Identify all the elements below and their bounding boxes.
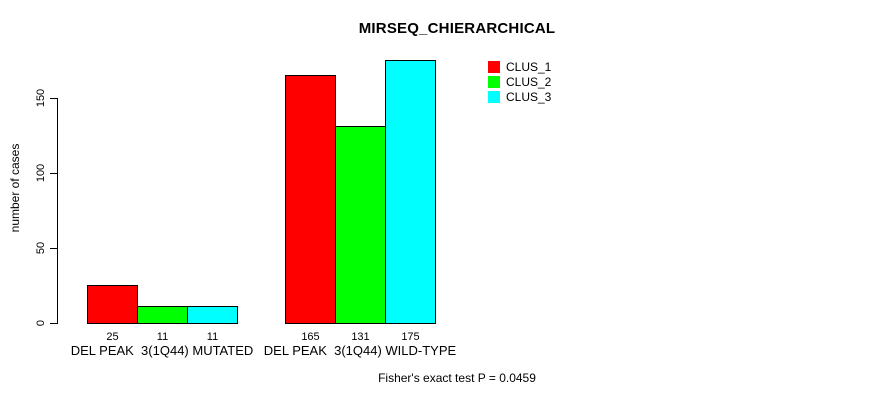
- y-axis-line: [57, 98, 58, 324]
- y-tick-mark: [50, 173, 57, 174]
- y-tick-label-text: 0: [35, 319, 47, 327]
- legend-swatch-icon: [488, 61, 500, 73]
- bar-value-label: 175: [401, 331, 420, 343]
- bar-value-label: 165: [301, 331, 320, 343]
- bar-value-label: 11: [156, 331, 169, 343]
- bar-value-label: 11: [206, 331, 219, 343]
- bar-clus_2-group1: [137, 306, 188, 324]
- y-tick-label-text: 150: [35, 88, 47, 108]
- y-tick-mark: [50, 248, 57, 249]
- bar-value-label: 25: [106, 331, 119, 343]
- footnote: Fisher's exact test P = 0.0459: [378, 371, 536, 385]
- y-tick-label-text: 50: [35, 241, 47, 255]
- legend: CLUS_1 CLUS_2 CLUS_3: [488, 61, 551, 103]
- bar-clus_1-group2: [285, 75, 336, 324]
- legend-swatch-icon: [488, 91, 500, 103]
- bar-clus_2-group2: [335, 126, 386, 324]
- legend-label: CLUS_1: [506, 60, 552, 74]
- y-tick-mark: [50, 98, 57, 99]
- y-axis-title-text: number of cases: [8, 143, 22, 233]
- legend-label: CLUS_2: [506, 75, 552, 89]
- y-tick-mark: [50, 323, 57, 324]
- chart-title: MIRSEQ_CHIERARCHICAL: [358, 20, 556, 37]
- bar-clus_3-group2: [385, 60, 436, 324]
- y-tick-label-text: 100: [35, 163, 47, 183]
- bar-clus_1-group1: [87, 285, 138, 324]
- legend-swatch-icon: [488, 76, 500, 88]
- legend-item: CLUS_1: [488, 61, 551, 73]
- legend-item: CLUS_2: [488, 76, 551, 88]
- legend-label: CLUS_3: [506, 90, 552, 104]
- x-axis-category-label: DEL PEAK 3(1Q44) MUTATED: [70, 343, 254, 358]
- x-axis-category-label: DEL PEAK 3(1Q44) WILD-TYPE: [263, 343, 457, 358]
- bar-clus_3-group1: [187, 306, 238, 324]
- bar-value-label: 131: [351, 331, 370, 343]
- legend-item: CLUS_3: [488, 91, 551, 103]
